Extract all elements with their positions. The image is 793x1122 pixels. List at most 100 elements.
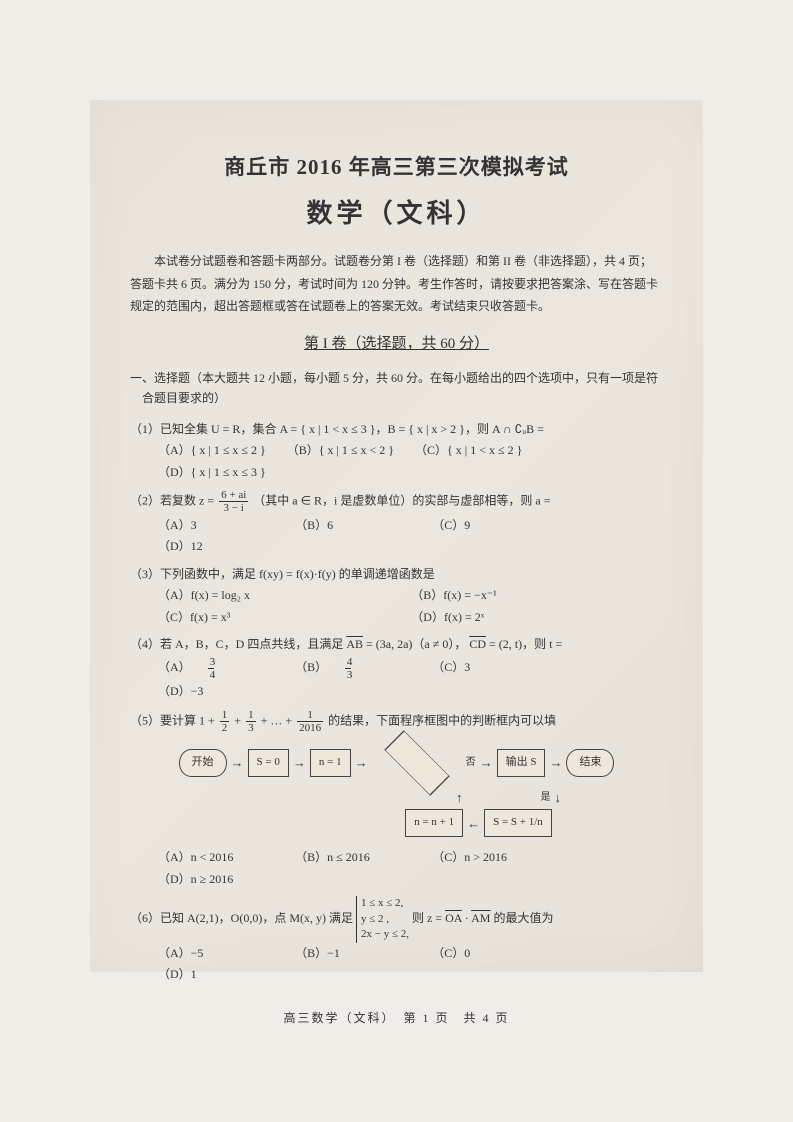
q3-stem: （3）下列函数中，满足 f(xy) = f(x)·f(y) 的单调递增函数是 xyxy=(130,564,663,586)
flow-n1: n = 1 xyxy=(310,749,351,777)
arrow-icon: → xyxy=(480,751,493,774)
q4-opt-c: （C）3 xyxy=(432,657,548,679)
q5-options: （A）n < 2016 （B）n ≤ 2016 （C）n > 2016 （D）n… xyxy=(130,847,663,890)
q6-opt-a: （A）−5 xyxy=(158,943,274,965)
q4-a-frac: 3 4 xyxy=(208,656,235,681)
q5-f3: 13 xyxy=(246,709,256,734)
q5-f2-d: 2 xyxy=(220,722,230,734)
q2-fraction: 6 + ai 3 − i xyxy=(219,489,248,514)
q6-c1: 1 ≤ x ≤ 2, xyxy=(361,896,409,911)
q3-options-row1: （A）f(x) = log₂ x （B）f(x) = −x⁻¹ xyxy=(130,585,663,607)
q5-dots: + … + xyxy=(261,713,296,727)
question-3: （3）下列函数中，满足 f(xy) = f(x)·f(y) 的单调递增函数是 （… xyxy=(130,564,663,629)
q4-b-frac: 4 3 xyxy=(345,656,372,681)
q4-b-pre: （B） xyxy=(295,657,322,679)
flow-start: 开始 xyxy=(179,749,227,777)
q2-stem-post: （其中 a ∈ R，i 是虚数单位）的实部与虚部相等，则 a = xyxy=(253,494,550,508)
q3-opt-a: （A）f(x) = log₂ x xyxy=(158,585,390,607)
flowchart: 开始 → S = 0 → n = 1 → 否 → 输出 S → 结束 ↑ 是 ↓ xyxy=(130,744,663,837)
section-1-desc: 一、选择题（本大题共 12 小题，每小题 5 分，共 60 分。在每小题给出的四… xyxy=(130,368,663,409)
flow-decision xyxy=(372,744,462,782)
q4-a-n: 3 xyxy=(208,656,214,669)
q1-opt-b: （B）{ x | 1 ≤ x < 2 } xyxy=(287,440,394,462)
question-5: （5）要计算 1 + 12 + 13 + … + 12016 的结果，下面程序框… xyxy=(130,709,663,891)
question-2: （2）若复数 z = 6 + ai 3 − i （其中 a ∈ R，i 是虚数单… xyxy=(130,489,663,557)
title-main: 商丘市 2016 年高三第三次模拟考试 xyxy=(130,150,663,186)
q1-opt-a: （A）{ x | 1 ≤ x ≤ 2 } xyxy=(158,440,266,462)
flow-no-label: 否 xyxy=(466,754,476,772)
q3-opt-b: （B）f(x) = −x⁻¹ xyxy=(411,585,643,607)
flow-s0: S = 0 xyxy=(248,749,289,777)
q4-vec-ab: AB xyxy=(346,637,363,651)
q2-opt-b: （B）6 xyxy=(295,515,411,537)
q2-opt-d: （D）12 xyxy=(158,536,274,558)
q6-stem-mid: 则 z = xyxy=(412,911,445,925)
question-4: （4）若 A，B，C，D 四点共线，且满足 AB = (3a, 2a)（a ≠ … xyxy=(130,634,663,702)
q4-vec-cd: CD xyxy=(469,637,486,651)
section-1-title: 第 I 卷（选择题，共 60 分） xyxy=(130,332,663,358)
q4-b-n: 4 xyxy=(345,656,351,669)
q5-fN-d: 2016 xyxy=(297,722,323,734)
left-arrow-icon: ← xyxy=(467,812,480,835)
q2-den: 3 − i xyxy=(219,502,248,514)
q5-opt-d: （D）n ≥ 2016 xyxy=(158,869,274,891)
q4-options: （A） 3 4 （B） 4 3 （C）3 （D）−3 xyxy=(130,656,663,703)
q3-opt-c: （C）f(x) = x³ xyxy=(158,607,390,629)
q4-a-pre: （A） xyxy=(158,657,185,679)
q3-opt-d: （D）f(x) = 2ˣ xyxy=(411,607,643,629)
q5-opt-a: （A）n < 2016 xyxy=(158,847,274,869)
q1-opt-d: （D）{ x | 1 ≤ x ≤ 3 } xyxy=(158,462,266,484)
question-1: （1）已知全集 U = R，集合 A = { x | 1 < x ≤ 3 }，B… xyxy=(130,419,663,484)
q4-stem-pre: （4）若 A，B，C，D 四点共线，且满足 xyxy=(130,637,346,651)
q6-opt-d: （D）1 xyxy=(158,964,274,986)
q4-opt-d: （D）−3 xyxy=(158,681,274,703)
down-arrow-icon: ↓ xyxy=(555,786,562,809)
flow-yes-label: 是 xyxy=(541,789,551,807)
flow-end: 结束 xyxy=(566,749,614,777)
q5-stem-pre: （5）要计算 1 + xyxy=(130,713,218,727)
q6-c3: 2x − y ≤ 2, xyxy=(361,927,409,942)
up-arrow-icon: ↑ xyxy=(456,786,463,809)
arrow-icon: → xyxy=(293,751,306,774)
flowchart-row-bottom: n = n + 1 ← S = S + 1/n xyxy=(130,809,663,837)
q5-f2: 12 xyxy=(220,709,230,734)
q6-options: （A）−5 （B）−1 （C）0 （D）1 xyxy=(130,943,663,986)
q1-opt-c: （C）{ x | 1 < x ≤ 2 } xyxy=(415,440,522,462)
q5-stem-post: 的结果，下面程序框图中的判断框内可以填 xyxy=(328,713,556,727)
q6-constraints: 1 ≤ x ≤ 2, y ≤ 2 , 2x − y ≤ 2, xyxy=(356,896,409,942)
q1-options: （A）{ x | 1 ≤ x ≤ 2 } （B）{ x | 1 ≤ x < 2 … xyxy=(130,440,663,483)
q6-vec-am: AM xyxy=(471,911,490,925)
q2-opt-c: （C）9 xyxy=(432,515,548,537)
flow-nn: n = n + 1 xyxy=(405,809,463,837)
q6-opt-c: （C）0 xyxy=(432,943,548,965)
q5-plus1: + xyxy=(234,713,244,727)
q6-stem-pre: （6）已知 A(2,1)，O(0,0)，点 M(x, y) 满足 xyxy=(130,911,356,925)
q6-vec-oa: OA xyxy=(445,911,462,925)
q4-opt-a: （A） 3 4 xyxy=(158,656,274,681)
question-6: （6）已知 A(2,1)，O(0,0)，点 M(x, y) 满足 1 ≤ x ≤… xyxy=(130,896,663,985)
arrow-icon: → xyxy=(549,751,562,774)
q5-fN-n: 1 xyxy=(297,709,323,722)
q2-stem-pre: （2）若复数 z = xyxy=(130,494,217,508)
flowchart-row-top: 开始 → S = 0 → n = 1 → 否 → 输出 S → 结束 xyxy=(130,744,663,782)
q4-stem-mid1: = (3a, 2a)（a ≠ 0）， xyxy=(366,637,466,651)
q5-f3-n: 1 xyxy=(246,709,256,722)
intro-paragraph: 本试卷分试题卷和答题卡两部分。试题卷分第 I 卷（选择题）和第 II 卷（非选择… xyxy=(130,250,663,318)
q5-f2-n: 1 xyxy=(220,709,230,722)
q3-options-row2: （C）f(x) = x³ （D）f(x) = 2ˣ xyxy=(130,607,663,629)
flow-ss: S = S + 1/n xyxy=(484,809,552,837)
q5-opt-c: （C）n > 2016 xyxy=(432,847,548,869)
q2-opt-a: （A）3 xyxy=(158,515,274,537)
q4-opt-b: （B） 4 3 xyxy=(295,656,411,681)
exam-page: 商丘市 2016 年高三第三次模拟考试 数学（文科） 本试卷分试题卷和答题卡两部… xyxy=(90,100,703,972)
q5-f3-d: 3 xyxy=(246,722,256,734)
q6-opt-b: （B）−1 xyxy=(295,943,411,965)
q4-a-d: 4 xyxy=(208,669,214,681)
q5-fN: 12016 xyxy=(297,709,323,734)
arrow-icon: → xyxy=(355,751,368,774)
q6-c2: y ≤ 2 , xyxy=(361,912,409,927)
page-footer: 高三数学（文科） 第 1 页 共 4 页 xyxy=(130,1008,663,1028)
q6-stem-post: 的最大值为 xyxy=(493,911,553,925)
q4-stem-mid2: = (2, t)，则 t = xyxy=(489,637,562,651)
flow-output: 输出 S xyxy=(497,749,546,777)
